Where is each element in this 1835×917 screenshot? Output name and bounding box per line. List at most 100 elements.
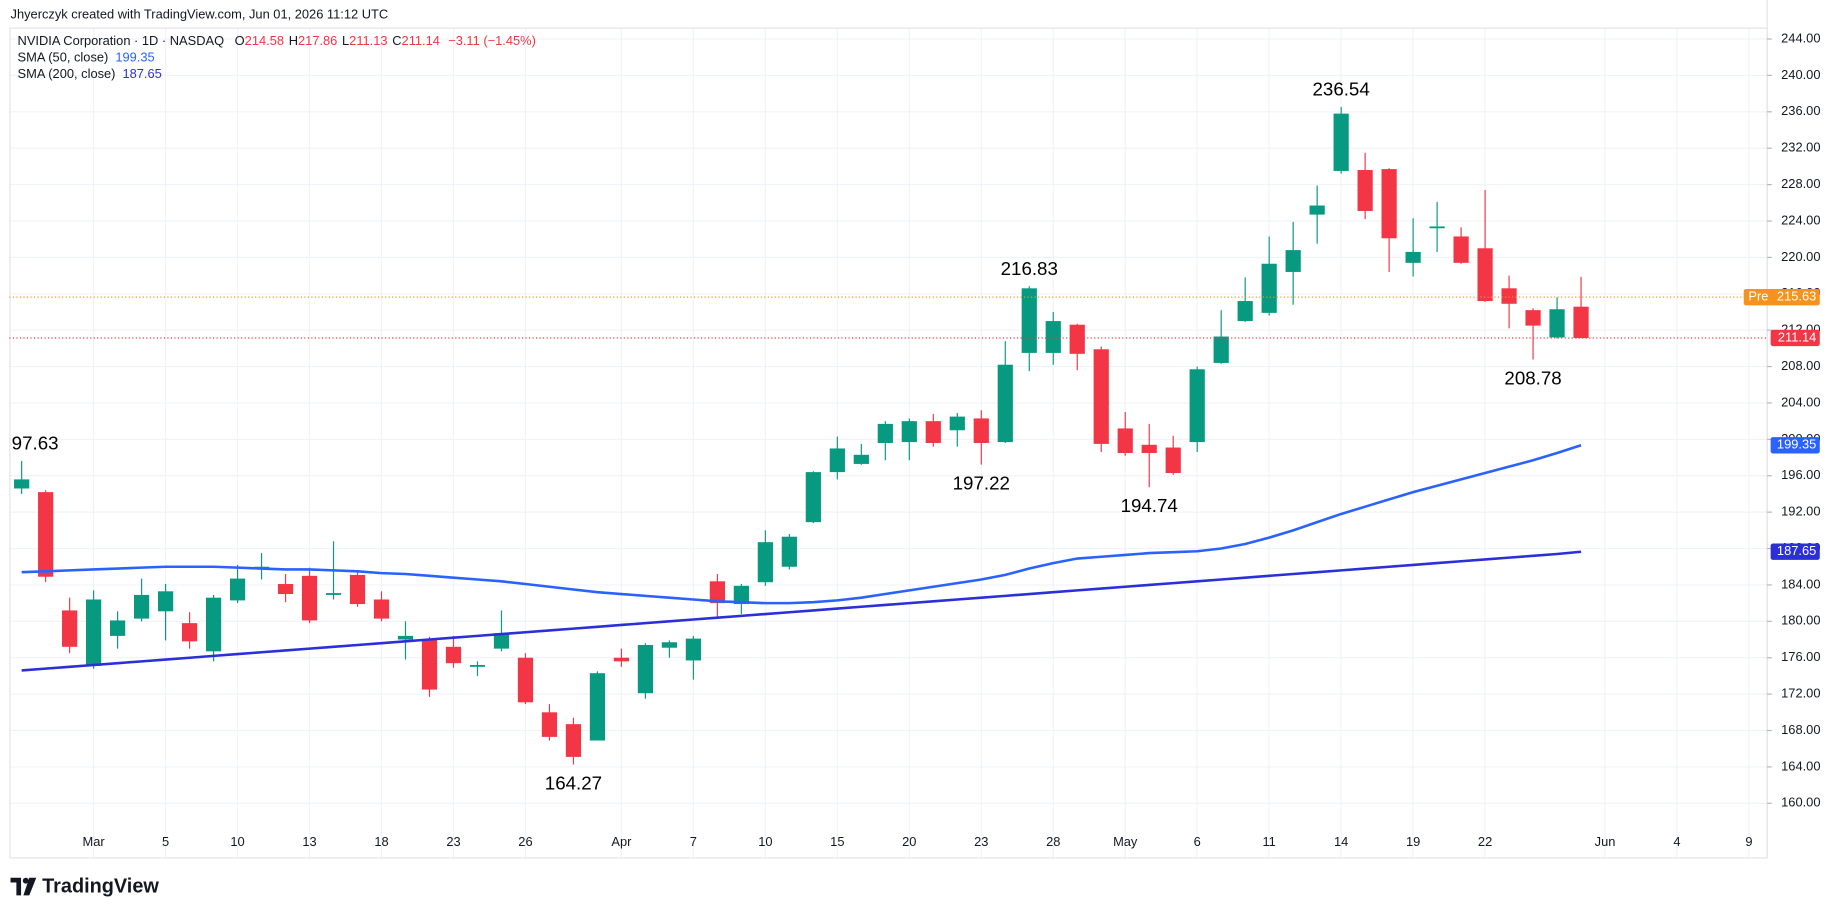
candle-body (229, 578, 246, 601)
candle-body (541, 712, 558, 737)
ohlc-value: 211.13 (349, 34, 387, 49)
change: −3.11 (−1.45%) (448, 34, 536, 49)
ohlc-key: C (392, 34, 401, 49)
candle-body (110, 620, 126, 636)
annotation: 197.22 (953, 472, 1010, 493)
ohlc-value: 217.86 (298, 34, 337, 49)
y-tick-label: 172.00 (1781, 686, 1820, 701)
candle-body (421, 639, 438, 690)
premarket-tag-value: 215.63 (1777, 289, 1816, 304)
y-tick-label: 224.00 (1781, 212, 1820, 227)
x-tick-label: 10 (230, 834, 244, 849)
price-tag-label: 199.35 (1777, 437, 1816, 452)
premarket-tag-name: Pre (1748, 289, 1768, 304)
candle-body (637, 644, 654, 694)
price-tag-label: 211.14 (1778, 329, 1816, 344)
candle-body (445, 646, 462, 664)
x-tick-label: 26 (518, 834, 532, 849)
candle-body (1261, 263, 1277, 313)
x-tick-label: 11 (1262, 834, 1275, 849)
candle-body (733, 585, 749, 605)
candle-body (1573, 306, 1589, 338)
candle-body (1477, 248, 1493, 302)
candle-body (1309, 205, 1325, 215)
candle-body (205, 597, 222, 652)
candle-body (853, 454, 869, 464)
price-tag (1770, 437, 1820, 454)
x-tick-label: May (1113, 834, 1138, 849)
y-tick-label: 236.00 (1781, 103, 1820, 118)
candle-body (277, 584, 294, 595)
y-tick-label: 168.00 (1781, 722, 1820, 737)
x-tick-label: 5 (162, 834, 169, 849)
candle-body (62, 610, 78, 647)
candle-body (1501, 288, 1517, 304)
candle-body (1285, 250, 1301, 272)
x-tick-label: 22 (1478, 834, 1492, 849)
candle-body (925, 421, 941, 443)
candle-body (1093, 349, 1109, 444)
candle-body (1429, 226, 1445, 229)
sma-line (21, 444, 1582, 605)
x-tick-label: 6 (1194, 834, 1201, 849)
y-tick-label: 220.00 (1781, 249, 1820, 264)
candle-body (781, 536, 797, 567)
candle-body (1021, 288, 1037, 353)
logo-mark (10, 877, 22, 896)
candle-body (709, 581, 725, 604)
annotation: 194.74 (1121, 495, 1178, 516)
x-tick-label: 14 (1334, 834, 1348, 849)
ohlc-value: 211.14 (402, 34, 440, 49)
candle-body (1189, 369, 1205, 443)
candle-body (1213, 336, 1229, 363)
candle-body (325, 593, 342, 595)
annotation: 208.78 (1504, 367, 1561, 388)
candle-body (86, 599, 102, 666)
candle-body (805, 472, 821, 523)
candle-body (1381, 169, 1397, 239)
candle-body (14, 479, 30, 489)
x-tick-label: 4 (1673, 834, 1680, 849)
x-tick-label: 10 (758, 834, 772, 849)
candle-body (1045, 321, 1061, 353)
candle-body (829, 448, 845, 473)
y-tick-label: 192.00 (1781, 504, 1820, 519)
ohlc-key: H (289, 34, 298, 49)
candle-body (589, 673, 606, 741)
y-tick-label: 164.00 (1781, 758, 1820, 773)
grid (9, 28, 1768, 858)
candle-body (997, 364, 1013, 443)
candle-body (517, 657, 534, 703)
ohlc: O214.58 H217.86 L211.13 C211.14 (235, 34, 440, 49)
x-tick-label: 18 (374, 834, 388, 849)
symbol-legend: NVIDIA Corporation · 1D · NASDAQ O214.58… (18, 34, 536, 49)
price-tag (1770, 329, 1820, 347)
author-line: Jhyerczyk created with TradingView.com, … (11, 7, 389, 22)
y-tick-label: 160.00 (1781, 795, 1820, 810)
candle-body (133, 594, 150, 619)
annotation: 164.27 (545, 772, 602, 793)
y-tick-label: 204.00 (1781, 394, 1820, 409)
x-tick-label: 9 (1745, 834, 1752, 849)
y-tick-label: 232.00 (1781, 140, 1820, 155)
candle-body (157, 591, 174, 612)
candle-body (949, 416, 965, 431)
y-tick-label: 184.00 (1781, 576, 1820, 591)
x-tick-label: Jun (1595, 834, 1616, 849)
candle-body (469, 665, 486, 667)
sma-legend: SMA (200, close) 187.65 (18, 66, 162, 81)
sma-legend-name: SMA (200, close) (18, 66, 116, 81)
logo: TradingView (10, 875, 159, 897)
y-tick-label: 240.00 (1781, 67, 1820, 82)
candle-body (1069, 324, 1085, 354)
candle-body (661, 642, 678, 648)
sma-line (21, 550, 1582, 672)
x-tick-label: Mar (83, 834, 106, 849)
candle-body (1525, 310, 1541, 326)
y-tick-label: 228.00 (1781, 176, 1820, 191)
price-tag-label: 187.65 (1777, 543, 1816, 558)
candle-body (685, 638, 701, 661)
candle-body (373, 599, 390, 619)
candle-body (1141, 444, 1157, 454)
